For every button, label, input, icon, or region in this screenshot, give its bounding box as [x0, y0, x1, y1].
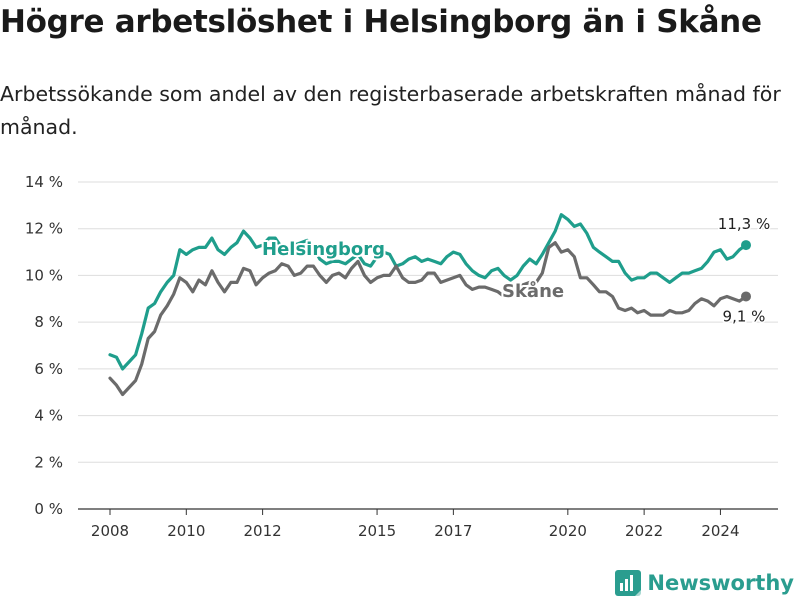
x-axis: 2008 2010 2012 2015 2017 2020 2022 2024 [78, 508, 778, 540]
y-tick-label: 8 % [34, 313, 63, 331]
line-chart: 0 % 2 % 4 % 6 % 8 % 10 % 12 % 14 % 2008 2010 2012… [25, 173, 778, 540]
end-points: 11,3 % 9,1 % [716, 214, 771, 327]
brand-name: Newsworthy [647, 571, 794, 595]
y-tick-label: 10 % [25, 266, 63, 284]
end-label-helsingborg: 11,3 % [718, 215, 770, 233]
y-tick-label: 14 % [25, 173, 63, 191]
end-label-skane: 9,1 % [723, 307, 766, 325]
x-tick-label: 2012 [244, 522, 282, 540]
x-tick-label: 2017 [434, 522, 472, 540]
series-lines [108, 213, 748, 397]
series-label-skane: Skåne [502, 280, 564, 302]
y-tick-label: 0 % [34, 500, 63, 518]
grid [78, 181, 778, 463]
series-line-helsingborg [108, 213, 748, 371]
x-tick-label: 2024 [701, 522, 739, 540]
y-tick-label: 4 % [34, 407, 63, 425]
x-tick-label: 2015 [358, 522, 396, 540]
x-tick-label: 2010 [167, 522, 205, 540]
y-axis: 0 % 2 % 4 % 6 % 8 % 10 % 12 % 14 % [25, 173, 63, 518]
newsworthy-logo-icon [615, 570, 642, 596]
end-point-helsingborg [741, 240, 751, 251]
y-tick-label: 6 % [34, 360, 63, 378]
chart-subtitle: Arbetssökande som andel av den registerb… [0, 82, 781, 139]
y-tick-label: 12 % [25, 220, 63, 238]
y-tick-label: 2 % [34, 453, 63, 471]
end-point-skane [741, 291, 751, 302]
newsworthy-brand[interactable]: Newsworthy [615, 570, 794, 596]
x-tick-label: 2022 [625, 522, 663, 540]
series-label-helsingborg: Helsingborg [262, 239, 385, 260]
chart-title: Högre arbetslöshet i Helsingborg än i Sk… [0, 4, 762, 40]
series-line-skane [108, 241, 748, 397]
series-labels: Helsingborg Skåne [260, 237, 566, 304]
x-tick-label: 2020 [549, 522, 587, 540]
x-tick-label: 2008 [91, 522, 129, 540]
